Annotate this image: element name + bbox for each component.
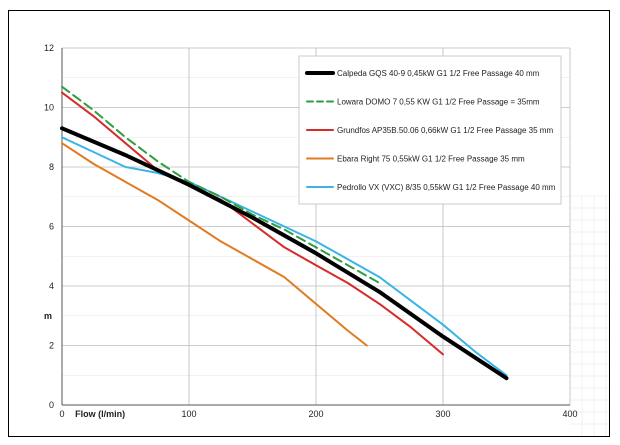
y-tick-label: 6 bbox=[49, 222, 54, 232]
series-line-0 bbox=[60, 126, 509, 381]
x-tick-labels: 0 100 200 300 400 bbox=[59, 409, 577, 419]
legend: Calpeda GQS 40-9 0,45kW G1 1/2 Free Pass… bbox=[298, 55, 562, 205]
legend-entry-1: Lowara DOMO 7 0,55 KW G1 1/2 Free Passag… bbox=[337, 98, 540, 107]
series-line-3 bbox=[61, 142, 368, 347]
x-axis-label: Flow (l/min) bbox=[75, 409, 125, 419]
y-tick-label: 8 bbox=[49, 162, 54, 172]
series-line-1 bbox=[61, 85, 381, 284]
axes bbox=[61, 48, 570, 406]
y-tick-label: 10 bbox=[44, 103, 54, 113]
y-tick-label: 2 bbox=[49, 341, 54, 351]
series-line-4 bbox=[61, 136, 508, 377]
chart-frame: 0 2 4 6 8 10 12 0 100 200 300 400 m Flow (l/min) C… bbox=[8, 10, 610, 437]
x-tick-label: 100 bbox=[181, 409, 196, 419]
y-tick-labels: 0 2 4 6 8 10 12 bbox=[44, 43, 54, 410]
x-tick-label: 200 bbox=[308, 409, 323, 419]
y-axis-label: m bbox=[44, 311, 52, 321]
y-tick-label: 0 bbox=[49, 400, 54, 410]
legend-entry-4: Pedrollo VX (VXC) 8/35 0,55kW G1 1/2 Fre… bbox=[337, 183, 556, 192]
series-lines bbox=[60, 85, 509, 381]
series-line-2 bbox=[61, 91, 444, 356]
legend-entry-2: Grundfos AP35B.50.06 0,66kW G1 1/2 Free … bbox=[337, 126, 553, 135]
legend-entry-3: Ebara Right 75 0,55kW G1 1/2 Free Passag… bbox=[337, 155, 525, 164]
y-tick-label: 4 bbox=[49, 281, 54, 291]
x-tick-label: 400 bbox=[562, 409, 577, 419]
x-tick-label: 300 bbox=[435, 409, 450, 419]
legend-entry-0: Calpeda GQS 40-9 0,45kW G1 1/2 Free Pass… bbox=[337, 69, 540, 78]
x-tick-label: 0 bbox=[59, 409, 64, 419]
background-grid bbox=[570, 195, 609, 436]
pump-curve-chart: 0 2 4 6 8 10 12 0 100 200 300 400 m Flow (l/min) C… bbox=[44, 43, 609, 436]
legend-box bbox=[298, 55, 562, 205]
y-tick-label: 12 bbox=[44, 43, 54, 53]
